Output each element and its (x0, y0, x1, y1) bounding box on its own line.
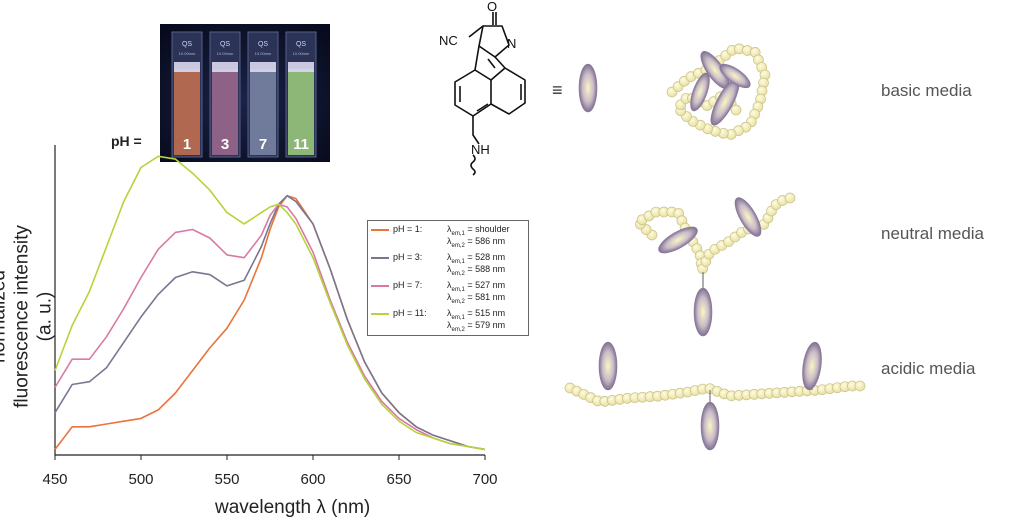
vial-cap-text: QS (296, 41, 306, 48)
vial-cap-sub: 10.00mm (179, 51, 196, 56)
legend-value: λem,2 = 579 nm (447, 320, 506, 333)
x-tick-label: 450 (42, 471, 67, 488)
series-line (54, 203, 486, 451)
vial-1: QS 10.00mm 1 (171, 31, 203, 158)
vial-label: 3 (221, 136, 229, 153)
series-line (54, 155, 486, 451)
x-tick-label: 650 (386, 471, 411, 488)
series-line (54, 194, 486, 451)
dye-ellipse (658, 226, 698, 254)
label-acidic-media: acidic media (881, 359, 976, 378)
y-axis-label: normalized fluorescence intensity (a. u.… (0, 225, 56, 408)
label-basic-media: basic media (881, 81, 972, 100)
vial-label: 7 (259, 136, 267, 153)
equivalence-sign: ≡ (552, 80, 563, 100)
legend-prefix: pH = 1: (393, 224, 423, 234)
dye-ellipse (598, 341, 618, 391)
vial-7: QS 10.00mm 7 (247, 31, 279, 158)
wavy-bond (470, 154, 476, 176)
legend-swatch (371, 285, 389, 287)
cyano-group: NC (439, 33, 458, 48)
legend-swatch (371, 257, 389, 259)
dye-ellipse (802, 341, 822, 391)
dye-ellipse (734, 197, 762, 237)
lactam-ring-bond (478, 25, 510, 58)
cyano-bond (468, 25, 484, 38)
amine-bond (472, 116, 480, 145)
x-tick-label: 500 (128, 471, 153, 488)
vial-photo: QS 10.00mm 1 QS 10.00mm 3 QS 10.00mm 7 QS 10.00mm 1… (160, 24, 330, 162)
oxygen-atom: O (487, 0, 497, 14)
legend-value: λem,1 = 515 nm (447, 308, 506, 321)
legend-value: λem,2 = 588 nm (447, 264, 506, 277)
legend-value: λem,1 = 527 nm (447, 280, 506, 293)
nitrogen-atom: N (507, 36, 516, 51)
carbonyl-bond (492, 12, 497, 25)
naphthalene-bond-right (490, 67, 526, 115)
x-tick-label: 700 (472, 471, 497, 488)
polymer-schematic (564, 43, 866, 451)
vial-cap-text: QS (220, 41, 230, 48)
legend-entry: pH = 3: λem,1 = 528 nm λem,2 = 588 nm (371, 252, 525, 278)
x-tick-label: 550 (214, 471, 239, 488)
vial-label: 11 (293, 136, 309, 153)
legend-prefix: pH = 7: (393, 280, 423, 290)
vial-cap-sub: 10.00mm (255, 51, 272, 56)
vial-cap-text: QS (258, 41, 268, 48)
polymer-bead (854, 380, 866, 392)
vial-cap-sub: 10.00mm (293, 51, 310, 56)
dye-ellipse (690, 72, 710, 112)
x-tick-label: 600 (300, 471, 325, 488)
legend-value: λem,1 = shoulder (447, 224, 510, 237)
vial-label: 1 (183, 136, 191, 153)
polymer-bead (730, 104, 742, 116)
vial-11: QS 10.00mm 11 (285, 31, 317, 158)
amine-group: NH (471, 142, 490, 157)
naphthalene-bond (454, 69, 492, 117)
legend-value: λem,2 = 581 nm (447, 292, 506, 305)
x-axis-label: wavelength λ (nm) (215, 497, 371, 518)
legend-prefix: pH = 3: (393, 252, 423, 262)
legend-swatch (371, 229, 389, 231)
vial-3: QS 10.00mm 3 (209, 31, 241, 158)
ph-prefix: pH = (111, 133, 142, 149)
dye-ellipse (719, 63, 751, 89)
dye-ellipse (700, 401, 720, 451)
dye-ellipse (578, 63, 598, 113)
label-neutral-media: neutral media (881, 224, 985, 243)
vial-cap-text: QS (182, 41, 192, 48)
dye-ellipse (693, 287, 713, 337)
double-bond (459, 58, 522, 112)
legend-entry: pH = 1: λem,1 = shoulder λem,2 = 586 nm (371, 224, 525, 250)
legend-prefix: pH = 11: (393, 308, 427, 318)
legend-entry: pH = 7: λem,1 = 527 nm λem,2 = 581 nm (371, 280, 525, 306)
legend-entry: pH = 11: λem,1 = 515 nm λem,2 = 579 nm (371, 308, 525, 334)
molecule-structure: O N NC NH (439, 0, 526, 176)
chart-legend: pH = 1: λem,1 = shoulder λem,2 = 586 nm pH … (367, 220, 529, 336)
legend-value: λem,1 = 528 nm (447, 252, 506, 265)
legend-value: λem,2 = 586 nm (447, 236, 506, 249)
vial-cap-sub: 10.00mm (217, 51, 234, 56)
polymer-bead (784, 192, 796, 204)
legend-swatch (371, 313, 389, 315)
